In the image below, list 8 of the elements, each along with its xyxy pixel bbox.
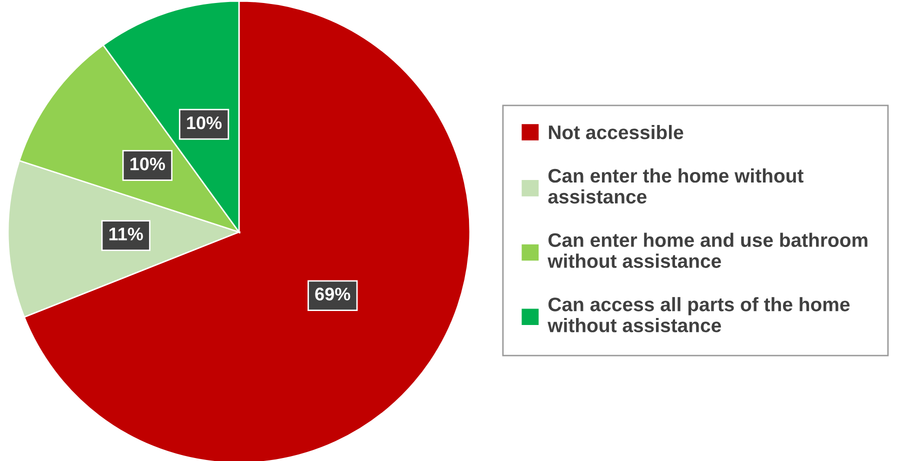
data-label: 11% xyxy=(109,228,143,240)
legend-label: Can enter the home without assistance xyxy=(548,168,804,204)
legend-label: Not accessible xyxy=(548,124,684,140)
legend-label: Can enter home and use bathroom without assistance xyxy=(548,232,868,268)
data-label: 69% xyxy=(315,288,350,300)
data-label: 10% xyxy=(130,158,166,170)
data-label: 10% xyxy=(187,116,222,130)
legend-label: Can access all parts of the home without assistance xyxy=(548,297,850,332)
